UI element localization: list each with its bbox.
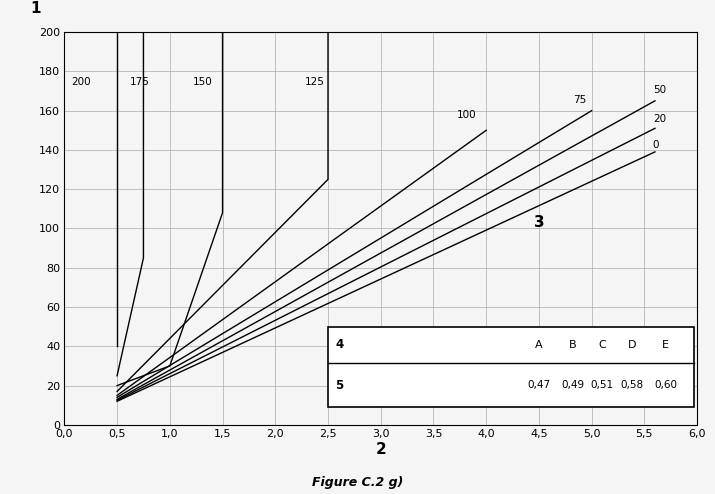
- X-axis label: 2: 2: [375, 442, 386, 457]
- Text: 0,60: 0,60: [654, 380, 677, 390]
- Text: 125: 125: [305, 77, 325, 87]
- Text: 5: 5: [335, 378, 344, 392]
- Text: 100: 100: [457, 111, 476, 121]
- Text: E: E: [662, 340, 669, 350]
- Text: 0: 0: [653, 140, 659, 150]
- Text: 0,58: 0,58: [620, 380, 644, 390]
- Polygon shape: [328, 327, 694, 407]
- Text: 3: 3: [533, 215, 544, 230]
- Text: D: D: [628, 340, 636, 350]
- Y-axis label: 1: 1: [31, 1, 41, 16]
- Text: 0,49: 0,49: [561, 380, 584, 390]
- Text: 0,47: 0,47: [528, 380, 551, 390]
- Text: B: B: [569, 340, 576, 350]
- Text: 175: 175: [129, 77, 149, 87]
- Text: 200: 200: [72, 77, 92, 87]
- Text: Figure C.2 g): Figure C.2 g): [312, 476, 403, 489]
- Text: 75: 75: [573, 95, 586, 105]
- Text: 20: 20: [653, 115, 666, 124]
- Text: C: C: [598, 340, 606, 350]
- Text: 4: 4: [335, 338, 344, 351]
- Text: 150: 150: [193, 77, 213, 87]
- Text: 50: 50: [653, 85, 666, 95]
- Text: A: A: [535, 340, 543, 350]
- Text: 0,51: 0,51: [591, 380, 613, 390]
